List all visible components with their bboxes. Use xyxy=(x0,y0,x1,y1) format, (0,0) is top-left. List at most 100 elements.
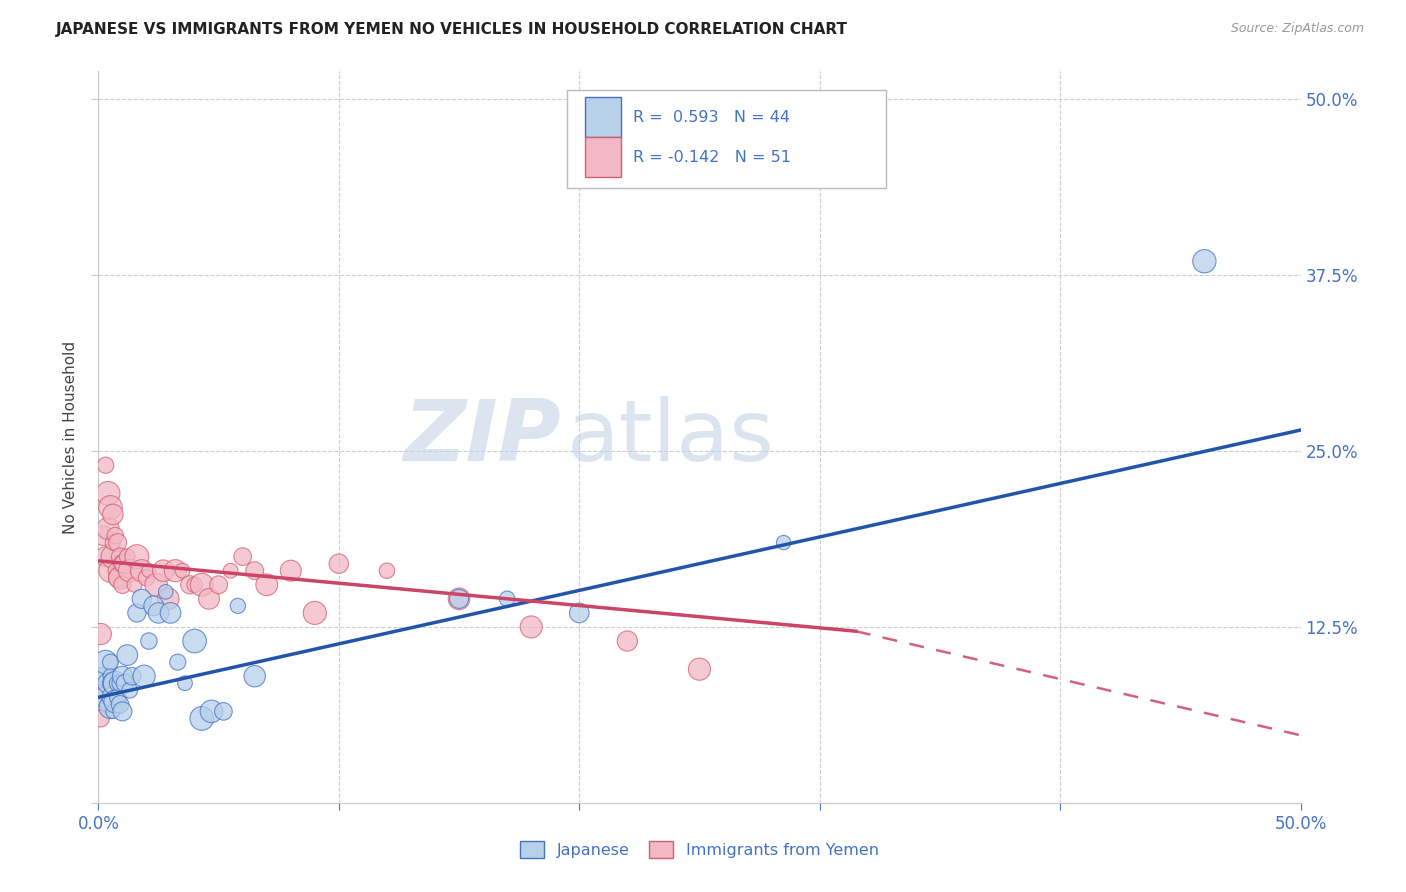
FancyBboxPatch shape xyxy=(585,137,621,178)
Point xyxy=(111,557,134,571)
Point xyxy=(101,535,124,549)
Point xyxy=(111,669,134,683)
Point xyxy=(165,564,187,578)
Point xyxy=(131,591,153,606)
Text: atlas: atlas xyxy=(567,395,775,479)
Point xyxy=(97,486,120,500)
Point xyxy=(104,528,127,542)
Point xyxy=(108,571,131,585)
Point xyxy=(101,705,124,719)
Point xyxy=(174,676,197,690)
Point xyxy=(183,578,205,592)
Point xyxy=(226,599,249,613)
Point xyxy=(138,634,160,648)
Point xyxy=(772,535,794,549)
Point xyxy=(183,634,205,648)
Point xyxy=(232,549,254,564)
Point xyxy=(243,669,266,683)
Point xyxy=(90,627,112,641)
Point xyxy=(132,669,155,683)
Point xyxy=(101,549,124,564)
Point xyxy=(166,655,188,669)
Point xyxy=(135,571,157,585)
Point xyxy=(243,564,266,578)
Point xyxy=(124,578,146,592)
Point xyxy=(114,676,136,690)
Point xyxy=(219,564,242,578)
Point xyxy=(94,458,117,473)
Point xyxy=(159,606,181,620)
Legend: Japanese, Immigrants from Yemen: Japanese, Immigrants from Yemen xyxy=(513,835,886,864)
Point xyxy=(104,676,127,690)
Point xyxy=(179,578,201,592)
Point xyxy=(101,508,124,522)
Point xyxy=(496,591,519,606)
Point xyxy=(97,521,120,535)
Point xyxy=(100,669,122,683)
Point xyxy=(148,606,170,620)
Text: ZIP: ZIP xyxy=(404,395,561,479)
Point xyxy=(198,591,221,606)
Point xyxy=(94,549,117,564)
Point xyxy=(90,711,112,725)
Point xyxy=(104,564,127,578)
Point xyxy=(100,700,122,714)
Text: JAPANESE VS IMMIGRANTS FROM YEMEN NO VEHICLES IN HOUSEHOLD CORRELATION CHART: JAPANESE VS IMMIGRANTS FROM YEMEN NO VEH… xyxy=(56,22,848,37)
Point xyxy=(375,564,398,578)
Point xyxy=(447,591,470,606)
Point xyxy=(117,549,139,564)
Point xyxy=(107,571,129,585)
FancyBboxPatch shape xyxy=(567,90,886,188)
Point xyxy=(191,711,214,725)
FancyBboxPatch shape xyxy=(585,97,621,137)
Point xyxy=(117,648,139,662)
Point xyxy=(108,549,131,564)
Point xyxy=(107,676,129,690)
Point xyxy=(94,690,117,705)
Point xyxy=(304,606,326,620)
Point xyxy=(91,669,114,683)
Point xyxy=(131,564,153,578)
Point xyxy=(208,578,231,592)
Text: R = -0.142   N = 51: R = -0.142 N = 51 xyxy=(633,150,792,165)
Point xyxy=(114,557,136,571)
Point xyxy=(108,676,131,690)
Point xyxy=(172,564,194,578)
Point xyxy=(689,662,711,676)
Point xyxy=(97,676,120,690)
Point xyxy=(111,578,134,592)
Point xyxy=(118,683,141,698)
Point xyxy=(256,578,278,592)
Point xyxy=(111,705,134,719)
Point xyxy=(118,564,141,578)
Point xyxy=(101,690,124,705)
Point xyxy=(200,705,222,719)
Point xyxy=(328,557,350,571)
Point xyxy=(100,564,122,578)
Point xyxy=(145,578,167,592)
Point xyxy=(91,683,114,698)
Point xyxy=(125,606,148,620)
Point xyxy=(97,698,120,712)
Point xyxy=(152,564,174,578)
Point xyxy=(107,690,129,705)
Point xyxy=(280,564,302,578)
Y-axis label: No Vehicles in Household: No Vehicles in Household xyxy=(63,341,79,533)
Point xyxy=(104,694,127,708)
Point xyxy=(1194,254,1216,268)
Point xyxy=(616,634,638,648)
Point xyxy=(191,578,214,592)
Point xyxy=(155,584,177,599)
Point xyxy=(91,528,114,542)
Point xyxy=(94,655,117,669)
Text: R =  0.593   N = 44: R = 0.593 N = 44 xyxy=(633,110,790,125)
Point xyxy=(101,676,124,690)
Point xyxy=(138,564,160,578)
Point xyxy=(107,535,129,549)
Point xyxy=(100,655,122,669)
Point xyxy=(100,500,122,515)
Point xyxy=(108,698,131,712)
Text: Source: ZipAtlas.com: Source: ZipAtlas.com xyxy=(1230,22,1364,36)
Point xyxy=(568,606,591,620)
Point xyxy=(520,620,543,634)
